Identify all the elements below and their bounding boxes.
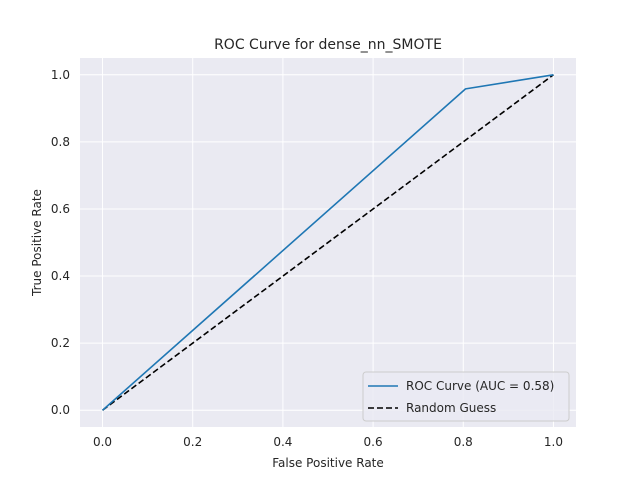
grid bbox=[80, 58, 576, 427]
legend-entry-label: Random Guess bbox=[406, 401, 496, 415]
chart-title: ROC Curve for dense_nn_SMOTE bbox=[214, 37, 442, 53]
x-axis-label: False Positive Rate bbox=[272, 456, 384, 470]
legend-entry-label: ROC Curve (AUC = 0.58) bbox=[406, 379, 554, 393]
y-tick-label: 0.4 bbox=[51, 269, 70, 283]
y-tick-label: 0.2 bbox=[51, 336, 70, 350]
legend-box bbox=[362, 371, 570, 422]
x-tick-label: 0.6 bbox=[364, 435, 383, 449]
random-guess-line bbox=[102, 74, 554, 411]
x-tick-label: 1.0 bbox=[544, 435, 563, 449]
y-tick-label: 1.0 bbox=[51, 68, 70, 82]
tick-labels: 0.0 0.2 0.4 0.6 0.8 1.0 0.0 0.2 0.4 0.6 0.8 1.0 bbox=[51, 68, 563, 449]
y-axis-label: True Positive Rate bbox=[30, 189, 44, 297]
x-tick-label: 0.2 bbox=[183, 435, 202, 449]
series-layer bbox=[102, 73, 554, 411]
y-tick-label: 0.6 bbox=[51, 202, 70, 216]
y-tick-label: 0.0 bbox=[51, 403, 70, 417]
x-tick-label: 0.0 bbox=[93, 435, 112, 449]
roc-curve-line bbox=[102, 73, 554, 411]
legend: ROC Curve (AUC = 0.58) Random Guess bbox=[362, 371, 570, 422]
x-tick-label: 0.4 bbox=[273, 435, 292, 449]
y-tick-label: 0.8 bbox=[51, 135, 70, 149]
x-tick-label: 0.8 bbox=[454, 435, 473, 449]
